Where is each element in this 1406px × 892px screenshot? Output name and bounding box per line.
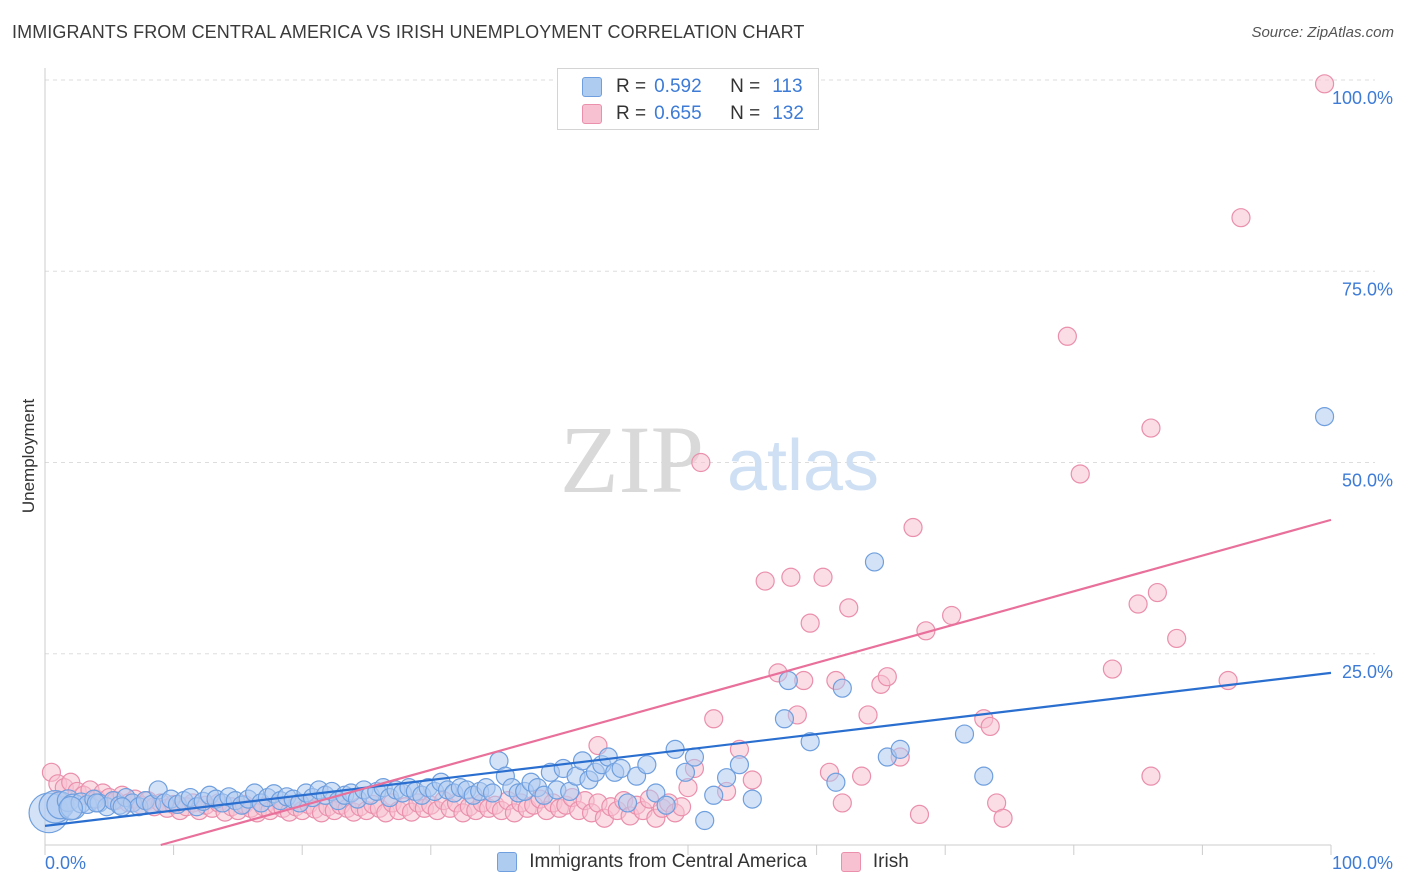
irish-point (993, 808, 1013, 828)
central-america-point (646, 783, 666, 803)
blue-swatch (582, 77, 602, 97)
irish-point (781, 567, 801, 587)
legend-label: Irish (872, 851, 909, 872)
legend-label: Immigrants from Central America (529, 851, 807, 872)
legend-correlation: R = 0.592 N = 113 R = 0.655 N = 132 (557, 68, 819, 130)
pink-swatch (840, 852, 861, 872)
irish-point (1128, 594, 1148, 614)
central-america-point (890, 739, 910, 759)
source-label: Source: ZipAtlas.com (1251, 24, 1394, 41)
irish-point (1141, 766, 1161, 786)
axes (44, 68, 1332, 855)
central-america-point (832, 678, 852, 698)
gridlines (45, 79, 1375, 655)
y-tick-label: 25.0% (1342, 662, 1393, 682)
central-america-point (864, 552, 885, 572)
central-america-point (729, 755, 750, 775)
irish-point (704, 709, 724, 729)
irish-point (1141, 418, 1161, 438)
legend-row-irish: R = 0.655 N = 132 (582, 101, 804, 127)
irish-point (691, 452, 711, 473)
pink-swatch (582, 104, 602, 124)
irish-point (1070, 464, 1090, 484)
irish-point (903, 517, 923, 538)
n-label: N = (730, 103, 761, 124)
irish-point (813, 567, 833, 587)
n-value: 132 (772, 103, 804, 124)
legend-row-central-america: R = 0.592 N = 113 (582, 74, 803, 100)
central-america-point (774, 709, 795, 729)
central-america-point (112, 797, 132, 817)
y-axis-label: Unemployment (19, 399, 38, 514)
x-tick-label-min: 0.0% (45, 853, 86, 873)
blue-swatch (497, 852, 518, 872)
r-label: R = (616, 76, 647, 97)
central-america-point (974, 766, 994, 786)
x-tick-label-max: 100.0% (1332, 853, 1393, 873)
legend-item-irish: Irish (840, 851, 909, 873)
central-america-point (617, 793, 638, 813)
central-america-point (656, 795, 676, 815)
trend-lines (44, 518, 1332, 847)
r-value: 0.592 (654, 76, 702, 97)
n-label: N = (730, 76, 761, 97)
irish-point (1167, 628, 1187, 649)
r-label: R = (616, 103, 647, 124)
irish-point (1057, 326, 1077, 346)
chart-title: IMMIGRANTS FROM CENTRAL AMERICA VS IRISH… (12, 22, 805, 42)
central-america-point (742, 789, 762, 809)
central-america-point (684, 747, 705, 767)
central-america-point (695, 810, 715, 831)
watermark-zip: ZIP (560, 406, 704, 513)
irish-point (1314, 74, 1335, 94)
central-america-point (716, 768, 737, 788)
central-america-trend-line (44, 671, 1332, 827)
watermark-atlas: atlas (727, 426, 879, 506)
irish-point (1147, 582, 1167, 603)
y-tick-label: 100.0% (1332, 88, 1393, 108)
irish-point (742, 770, 762, 790)
irish-point (942, 605, 962, 626)
legend-series: Immigrants from Central America Irish (0, 851, 1406, 873)
irish-point (800, 613, 820, 633)
watermark: ZIP atlas (560, 406, 879, 513)
legend-item-central-america: Immigrants from Central America (497, 851, 807, 873)
central-america-point (704, 785, 724, 805)
irish-point (852, 766, 872, 786)
central-america-point (800, 732, 820, 752)
irish-point (1231, 208, 1251, 228)
central-america-point (1314, 407, 1335, 427)
irish-point (980, 716, 1000, 737)
central-america-point (611, 758, 631, 779)
central-america-point (86, 793, 107, 813)
central-america-point (482, 783, 503, 803)
irish-point (877, 667, 897, 687)
n-value: 113 (772, 76, 803, 97)
irish-trend-line (160, 518, 1332, 847)
r-value: 0.655 (654, 103, 702, 124)
central-america-point (954, 724, 975, 744)
irish-point (858, 705, 878, 725)
central-america-point (778, 670, 798, 691)
y-tick-label: 50.0% (1342, 471, 1393, 491)
irish-point (839, 598, 859, 618)
central-america-points (28, 407, 1335, 834)
tick-labels: 25.0% 50.0% 75.0% 100.0% 0.0% 100.0% (45, 88, 1393, 873)
irish-point (832, 793, 852, 813)
irish-point (755, 571, 775, 591)
central-america-point (675, 762, 696, 782)
irish-point (1102, 659, 1122, 679)
y-tick-label: 75.0% (1342, 279, 1393, 299)
central-america-point (637, 755, 657, 775)
central-america-point (58, 795, 84, 821)
central-america-point (826, 772, 846, 792)
irish-point (909, 804, 930, 825)
